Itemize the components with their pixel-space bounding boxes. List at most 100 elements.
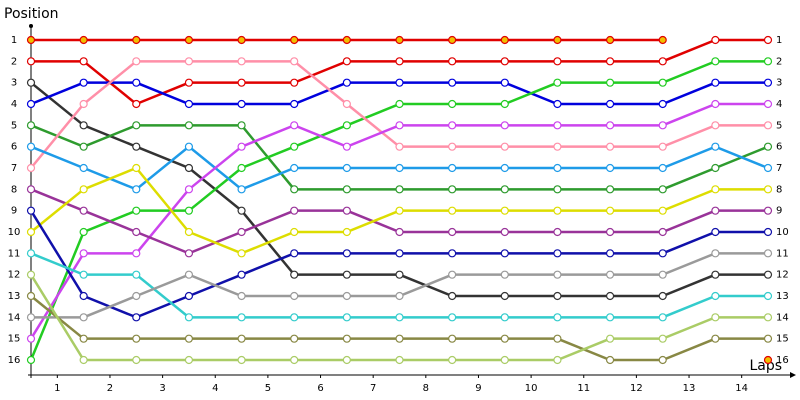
- x-tick-label: 5: [265, 383, 271, 394]
- lap-marker: [500, 227, 509, 237]
- lap-marker: [79, 35, 88, 45]
- lap-marker: [395, 355, 404, 365]
- series-line: [29, 102, 768, 340]
- lap-marker: [237, 249, 246, 258]
- lap-marker: [605, 206, 615, 215]
- lap-marker: [605, 270, 615, 279]
- lap-marker: [553, 185, 562, 194]
- lap-marker: [448, 355, 457, 365]
- y-tick-label: 9: [11, 206, 17, 217]
- lap-marker: [658, 78, 667, 87]
- lap-marker: [500, 206, 509, 215]
- lap-marker: [711, 249, 720, 258]
- final-position-label: 8: [776, 184, 782, 195]
- y-tick-label: 13: [8, 291, 21, 302]
- lap-marker: [237, 99, 246, 109]
- final-position-label: 14: [776, 312, 789, 323]
- final-position-label: 10: [776, 227, 789, 238]
- lap-marker: [290, 99, 299, 109]
- lap-marker: [448, 270, 457, 279]
- lap-marker: [448, 206, 457, 215]
- lap-marker: [763, 291, 773, 301]
- lap-marker: [79, 142, 88, 151]
- final-position-label: 4: [776, 99, 782, 110]
- final-position-label: 7: [776, 163, 782, 174]
- lap-marker: [711, 313, 720, 322]
- lap-marker: [237, 355, 246, 365]
- lap-marker: [237, 185, 246, 194]
- x-tick-label: 2: [107, 383, 113, 394]
- lap-marker: [237, 334, 246, 343]
- lap-marker: [763, 355, 773, 365]
- lap-marker: [553, 35, 562, 45]
- lap-marker: [605, 99, 615, 109]
- lap-marker: [395, 78, 404, 87]
- y-tick-label: 6: [11, 142, 17, 153]
- lap-marker: [184, 270, 194, 279]
- lap-marker: [658, 355, 667, 365]
- lap-marker: [132, 249, 141, 258]
- lap-marker: [342, 291, 351, 301]
- lap-marker: [342, 99, 351, 109]
- lap-marker: [290, 163, 299, 173]
- x-tick-label: 3: [159, 383, 165, 394]
- lap-marker: [26, 185, 36, 194]
- final-position-label: 9: [776, 206, 782, 217]
- lap-marker: [553, 99, 562, 109]
- x-tick-label: 7: [370, 383, 376, 394]
- lap-marker: [605, 78, 615, 87]
- lap-marker: [237, 270, 246, 279]
- lap-marker: [395, 57, 404, 66]
- lap-marker: [237, 35, 246, 45]
- lap-marker: [500, 334, 509, 343]
- lap-marker: [290, 142, 299, 151]
- lap-marker: [500, 313, 509, 322]
- lap-marker: [763, 35, 773, 45]
- y-tick-label: 11: [8, 248, 21, 259]
- lap-marker: [553, 334, 562, 343]
- x-tick-label: 11: [577, 383, 590, 394]
- lap-marker: [395, 270, 404, 279]
- y-tick-label: 16: [8, 355, 21, 366]
- x-tick-label: 8: [423, 383, 429, 394]
- lap-marker: [342, 206, 351, 215]
- lap-marker: [763, 99, 773, 109]
- lap-marker: [448, 227, 457, 237]
- lap-marker: [711, 206, 720, 215]
- lap-marker: [448, 57, 457, 66]
- y-tick-label: 10: [8, 227, 21, 238]
- lap-marker: [79, 227, 88, 237]
- y-tick-label: 15: [8, 334, 21, 345]
- series-line: [30, 60, 768, 169]
- lap-marker: [184, 227, 194, 237]
- y-tick-label: 4: [11, 99, 17, 110]
- lap-marker: [395, 313, 404, 322]
- lap-marker: [711, 291, 720, 301]
- lap-marker: [132, 163, 141, 173]
- lap-marker: [711, 270, 720, 279]
- lap-marker: [342, 78, 351, 87]
- lap-marker: [553, 57, 562, 66]
- lap-marker: [26, 121, 36, 130]
- lap-marker: [711, 185, 720, 194]
- series-line: [30, 188, 768, 255]
- lap-marker: [553, 78, 562, 87]
- lap-marker: [184, 35, 194, 45]
- lap-marker: [658, 142, 667, 151]
- lap-marker: [448, 334, 457, 343]
- lap-marker: [184, 313, 194, 322]
- lap-marker: [290, 121, 299, 130]
- lap-marker: [605, 142, 615, 151]
- series-line: [30, 124, 769, 191]
- lap-marker: [711, 99, 720, 109]
- final-position-label: 1: [776, 35, 782, 46]
- lap-marker: [290, 227, 299, 237]
- lap-marker: [79, 355, 88, 365]
- lap-marker: [26, 249, 36, 258]
- y-axis-arrow: [29, 24, 33, 28]
- y-tick-label: 12: [8, 270, 21, 281]
- lap-marker: [132, 355, 141, 365]
- lap-marker: [711, 35, 720, 45]
